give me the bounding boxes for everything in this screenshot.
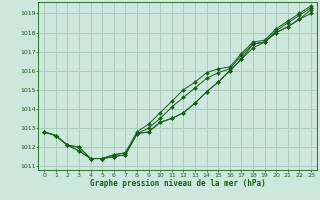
X-axis label: Graphe pression niveau de la mer (hPa): Graphe pression niveau de la mer (hPa) xyxy=(90,179,266,188)
